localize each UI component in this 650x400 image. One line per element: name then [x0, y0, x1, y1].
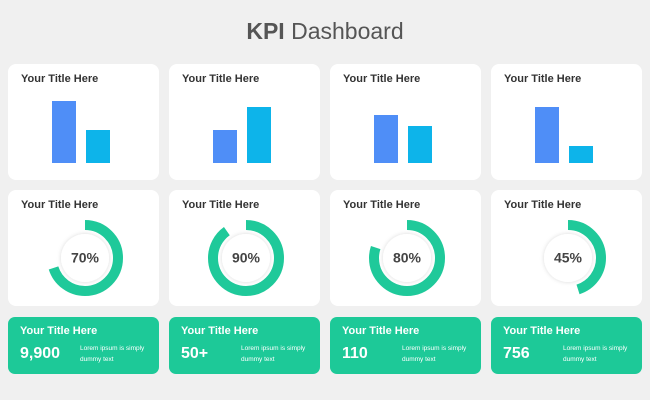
card-title: Your Title Here [343, 199, 420, 211]
kpi-card [169, 317, 320, 374]
bar [247, 107, 271, 163]
bar [535, 107, 559, 163]
card [491, 64, 642, 180]
card-title: Your Title Here [504, 73, 581, 85]
title-bold: KPI [246, 18, 284, 44]
bar [213, 130, 237, 163]
kpi-title: Your Title Here [342, 325, 419, 337]
donut-arc [208, 220, 284, 296]
kpi-desc: Lorem ipsum is simply dummy text [80, 345, 145, 363]
title-regular: Dashboard [291, 18, 404, 44]
kpi-card [491, 317, 642, 374]
card-title: Your Title Here [21, 73, 98, 85]
kpi-title: Your Title Here [503, 325, 580, 337]
donut-center [222, 234, 270, 282]
page-title: KPI Dashboard [246, 18, 403, 44]
kpi-desc-box: Lorem ipsum is simply dummy text [563, 345, 628, 363]
donut-label: 70% [71, 250, 100, 266]
donut-center [383, 234, 431, 282]
donut-arc [369, 220, 445, 296]
kpi-title: Your Title Here [20, 325, 97, 337]
donut-arc [47, 220, 123, 296]
donut-label: 45% [554, 250, 583, 266]
card [330, 64, 481, 180]
kpi-value: 9,900 [20, 345, 60, 362]
card [8, 64, 159, 180]
kpi-card [330, 317, 481, 374]
donut-center [61, 234, 109, 282]
bar [569, 146, 593, 163]
kpi-desc: Lorem ipsum is simply dummy text [563, 345, 628, 363]
bar [52, 101, 76, 163]
card-title: Your Title Here [343, 73, 420, 85]
kpi-value: 110 [342, 345, 368, 362]
bar [374, 115, 398, 163]
donut-label: 90% [232, 250, 261, 266]
kpi-desc-box: Lorem ipsum is simply dummy text [241, 345, 306, 363]
donut-center [544, 234, 592, 282]
bar [86, 130, 110, 163]
card-title: Your Title Here [504, 199, 581, 211]
kpi-desc: Lorem ipsum is simply dummy text [241, 345, 306, 363]
kpi-desc-box: Lorem ipsum is simply dummy text [402, 345, 467, 363]
kpi-value: 756 [503, 345, 530, 362]
donut-label: 80% [393, 250, 422, 266]
card-title: Your Title Here [21, 199, 98, 211]
kpi-desc: Lorem ipsum is simply dummy text [402, 345, 467, 363]
card [169, 64, 320, 180]
kpi-card [8, 317, 159, 374]
bar [408, 126, 432, 163]
kpi-title: Your Title Here [181, 325, 258, 337]
kpi-desc-box: Lorem ipsum is simply dummy text [80, 345, 145, 363]
card-title: Your Title Here [182, 199, 259, 211]
kpi-value: 50+ [181, 345, 208, 362]
donut-arc [530, 220, 606, 296]
card-title: Your Title Here [182, 73, 259, 85]
